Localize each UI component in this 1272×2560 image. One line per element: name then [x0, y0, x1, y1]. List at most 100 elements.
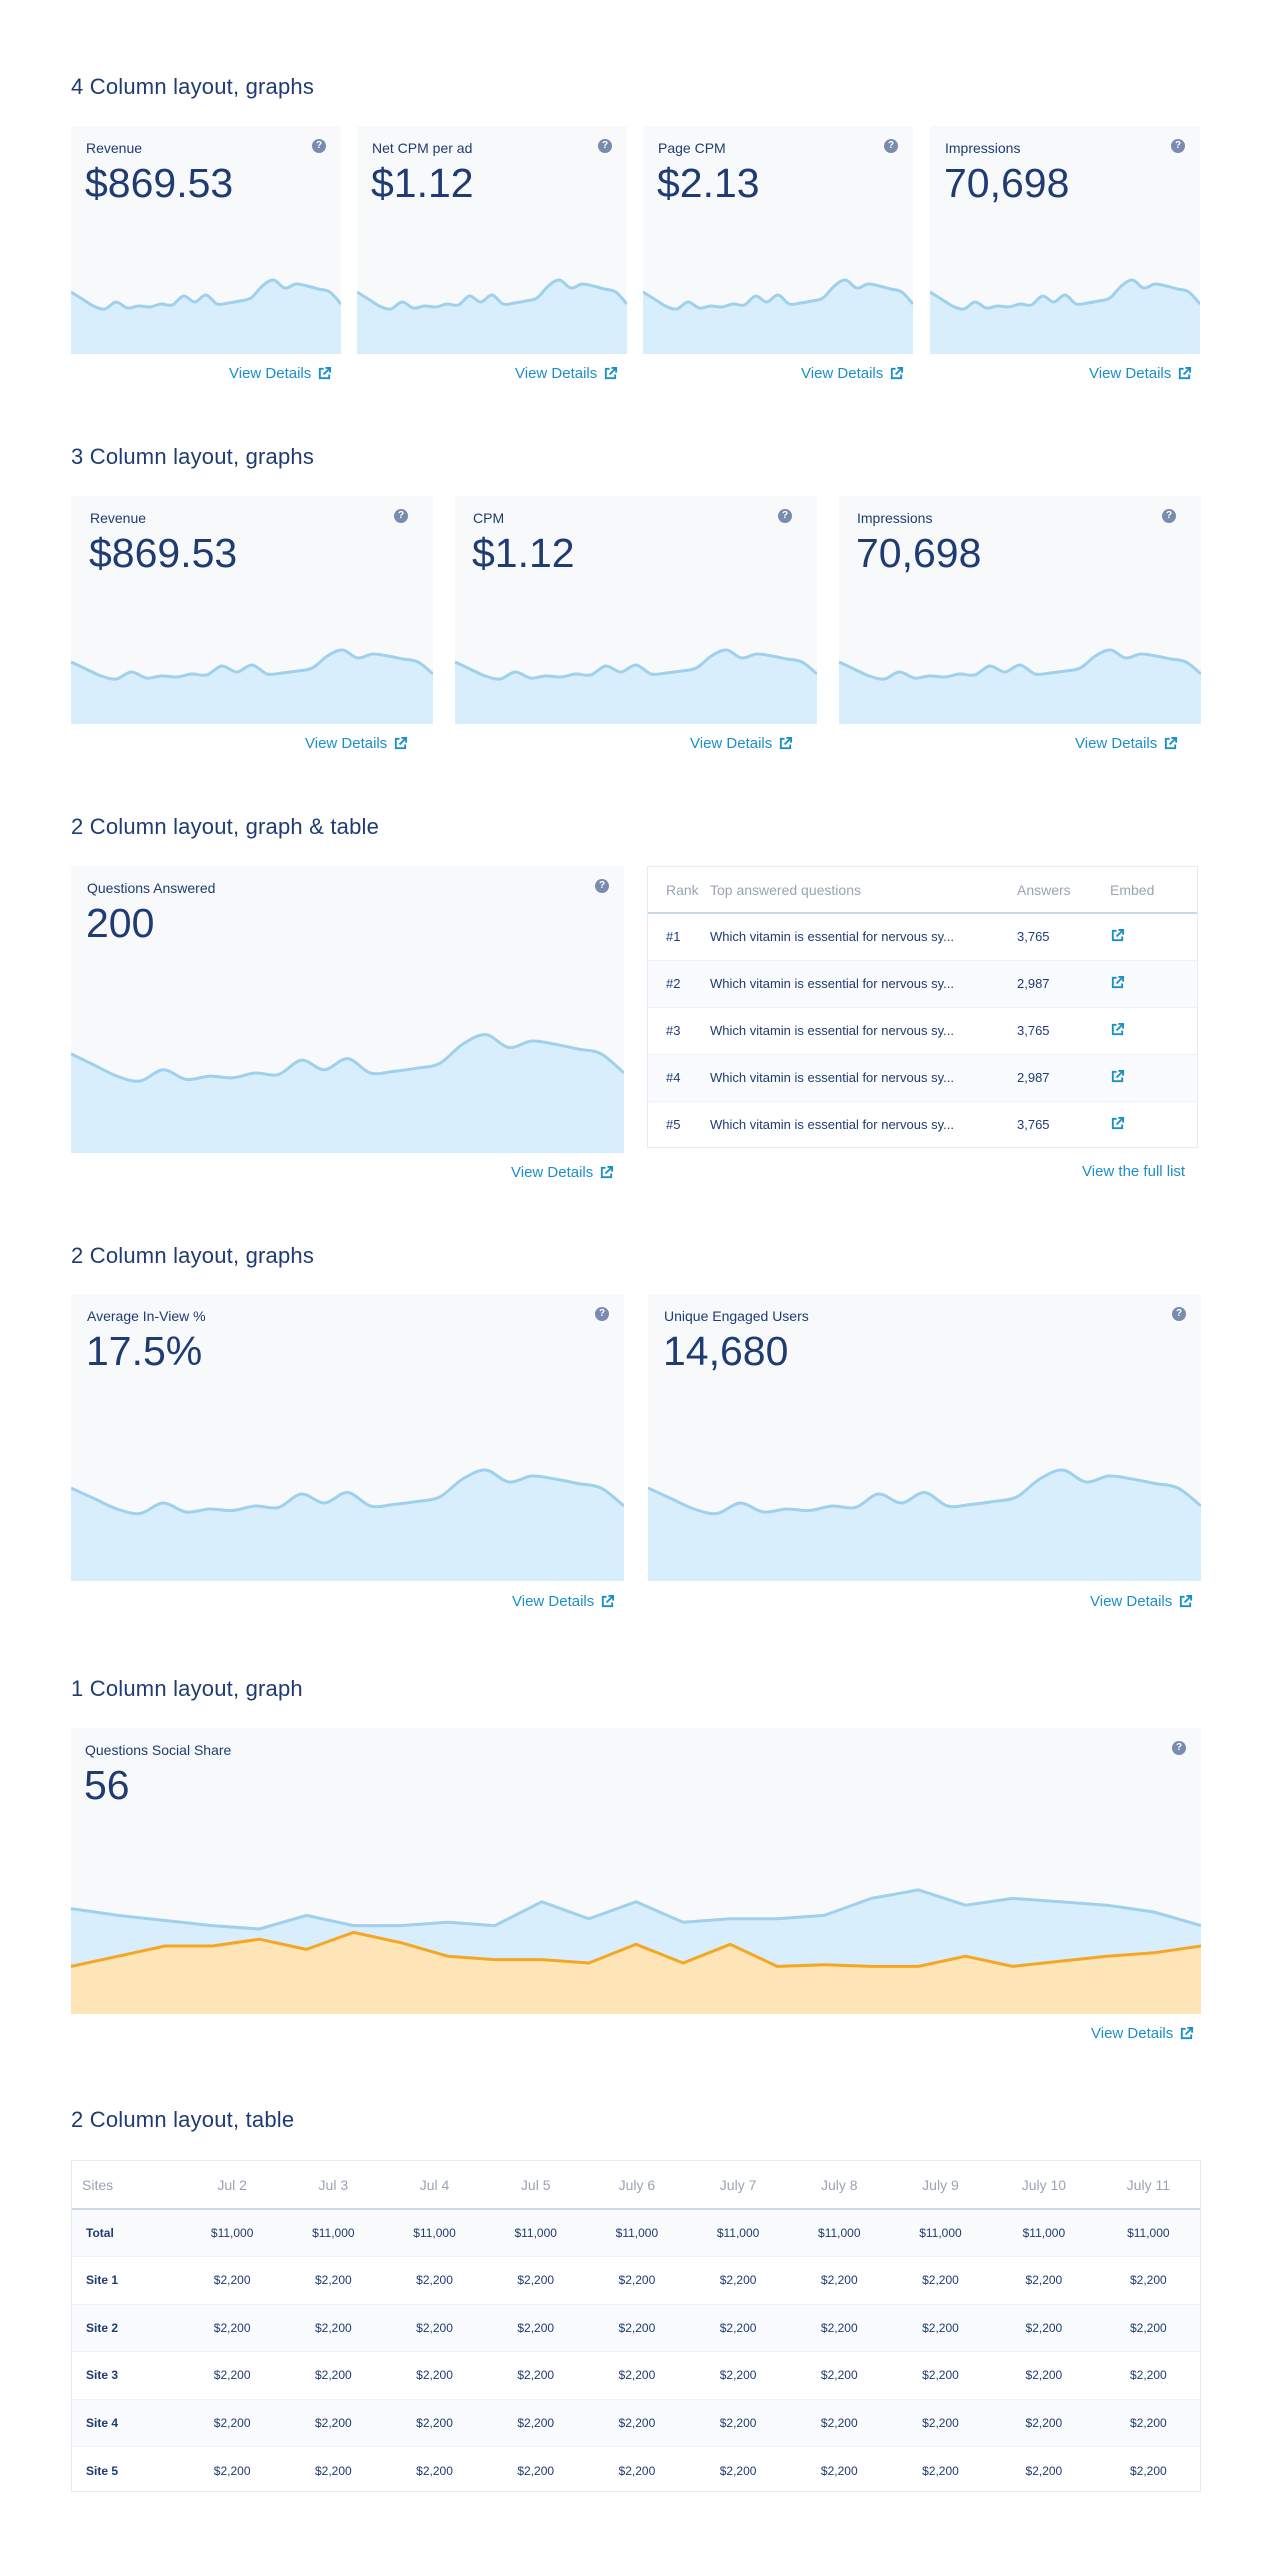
- column-header[interactable]: July 11: [1097, 2161, 1200, 2209]
- section-title-1-column: 1 Column layout, graph: [71, 1676, 303, 1702]
- column-header[interactable]: Jul 4: [384, 2161, 485, 2209]
- embed-icon[interactable]: [1110, 1116, 1125, 1131]
- view-details-link[interactable]: View Details: [511, 1164, 614, 1181]
- column-header[interactable]: Jul 3: [283, 2161, 384, 2209]
- value-cell: $11,000: [283, 2209, 384, 2257]
- value-cell: $2,200: [789, 2257, 890, 2305]
- column-header[interactable]: Sites: [72, 2161, 182, 2209]
- column-header[interactable]: Jul 2: [182, 2161, 283, 2209]
- value-cell: $2,200: [890, 2352, 991, 2400]
- card-label: CPM: [473, 510, 504, 526]
- sparkline-area: [71, 280, 341, 354]
- help-icon[interactable]: ?: [884, 139, 898, 153]
- view-details-link[interactable]: View Details: [690, 735, 793, 752]
- value-cell: $2,200: [586, 2304, 687, 2352]
- value-cell: $2,200: [688, 2399, 789, 2447]
- embed-cell[interactable]: [1110, 913, 1197, 960]
- sparkline-area: [839, 650, 1201, 724]
- help-icon[interactable]: ?: [312, 139, 326, 153]
- help-icon[interactable]: ?: [1171, 139, 1185, 153]
- view-details-link[interactable]: View Details: [1090, 1593, 1193, 1610]
- site-name-cell: Total: [72, 2209, 182, 2257]
- card-label: Average In-View %: [87, 1308, 206, 1324]
- sites-table: Sites Jul 2 Jul 3 Jul 4 Jul 5 July 6 July 7 Jul…: [71, 2160, 1201, 2492]
- external-link-icon: [1177, 366, 1192, 381]
- help-icon[interactable]: ?: [778, 509, 792, 523]
- column-header[interactable]: July 8: [789, 2161, 890, 2209]
- question-cell[interactable]: Which vitamin is essential for nervous s…: [710, 1101, 1017, 1148]
- embed-cell[interactable]: [1110, 1101, 1197, 1148]
- external-link-icon: [1179, 2026, 1194, 2041]
- value-cell: $2,200: [283, 2352, 384, 2400]
- help-icon[interactable]: ?: [1162, 509, 1176, 523]
- help-icon[interactable]: ?: [595, 1307, 609, 1321]
- column-header-embed[interactable]: Embed: [1110, 867, 1197, 913]
- column-header[interactable]: July 7: [688, 2161, 789, 2209]
- value-cell: $2,200: [688, 2352, 789, 2400]
- embed-cell[interactable]: [1110, 1054, 1197, 1101]
- sparkline-chart: [357, 254, 627, 354]
- answers-cell: 2,987: [1017, 960, 1110, 1007]
- embed-icon[interactable]: [1110, 975, 1125, 990]
- site-name-cell: Site 4: [72, 2399, 182, 2447]
- table-row: Total $11,000 $11,000 $11,000 $11,000 $11,000…: [72, 2209, 1200, 2257]
- view-full-list-link[interactable]: View the full list: [1082, 1163, 1185, 1180]
- help-icon[interactable]: ?: [1172, 1307, 1186, 1321]
- table-row: #4 Which vitamin is essential for nervous…: [648, 1054, 1197, 1101]
- value-cell: $2,200: [384, 2399, 485, 2447]
- view-details-link[interactable]: View Details: [512, 1593, 615, 1610]
- question-cell[interactable]: Which vitamin is essential for nervous s…: [710, 1007, 1017, 1054]
- value-cell: $2,200: [182, 2304, 283, 2352]
- value-cell: $2,200: [485, 2399, 586, 2447]
- value-cell: $2,200: [283, 2304, 384, 2352]
- value-cell: $2,200: [1097, 2352, 1200, 2400]
- column-header[interactable]: July 9: [890, 2161, 991, 2209]
- view-details-link[interactable]: View Details: [229, 365, 332, 382]
- value-cell: $2,200: [485, 2304, 586, 2352]
- help-icon[interactable]: ?: [598, 139, 612, 153]
- rank-cell: #2: [648, 960, 710, 1007]
- card-label: Revenue: [90, 510, 146, 526]
- view-details-link[interactable]: View Details: [1089, 365, 1192, 382]
- view-details-link[interactable]: View Details: [1091, 2025, 1194, 2042]
- answers-cell: 3,765: [1017, 913, 1110, 960]
- embed-icon[interactable]: [1110, 1022, 1125, 1037]
- view-details-link[interactable]: View Details: [515, 365, 618, 382]
- help-icon[interactable]: ?: [1172, 1741, 1186, 1755]
- column-header[interactable]: July 6: [586, 2161, 687, 2209]
- value-cell: $2,200: [688, 2447, 789, 2495]
- embed-icon[interactable]: [1110, 1069, 1125, 1084]
- value-cell: $2,200: [1097, 2447, 1200, 2495]
- external-link-icon: [600, 1594, 615, 1609]
- value-cell: $2,200: [1097, 2304, 1200, 2352]
- column-header[interactable]: Jul 5: [485, 2161, 586, 2209]
- section-title-4-column: 4 Column layout, graphs: [71, 74, 314, 100]
- sparkline-area: [648, 1470, 1201, 1581]
- page-cpm-card: Page CPM $2.13 ?: [643, 126, 913, 354]
- column-header-question[interactable]: Top answered questions: [710, 867, 1017, 913]
- question-cell[interactable]: Which vitamin is essential for nervous s…: [710, 960, 1017, 1007]
- question-cell[interactable]: Which vitamin is essential for nervous s…: [710, 913, 1017, 960]
- help-icon[interactable]: ?: [595, 879, 609, 893]
- sparkline-chart: [643, 254, 913, 354]
- column-header[interactable]: July 10: [991, 2161, 1097, 2209]
- question-cell[interactable]: Which vitamin is essential for nervous s…: [710, 1054, 1017, 1101]
- view-details-link[interactable]: View Details: [1075, 735, 1178, 752]
- card-value: $1.12: [371, 160, 474, 207]
- external-link-icon: [1163, 736, 1178, 751]
- help-icon[interactable]: ?: [394, 509, 408, 523]
- questions-answered-card: Questions Answered 200 ?: [71, 866, 624, 1153]
- table-row: #5 Which vitamin is essential for nervous…: [648, 1101, 1197, 1148]
- external-link-icon: [1178, 1594, 1193, 1609]
- questions-social-share-card: Questions Social Share 56 ?: [71, 1728, 1201, 2014]
- column-header-answers[interactable]: Answers: [1017, 867, 1110, 913]
- view-details-link[interactable]: View Details: [305, 735, 408, 752]
- table-row: Site 3 $2,200 $2,200 $2,200 $2,200 $2,200 $2,2…: [72, 2352, 1200, 2400]
- embed-cell[interactable]: [1110, 960, 1197, 1007]
- embed-icon[interactable]: [1110, 928, 1125, 943]
- value-cell: $2,200: [1097, 2257, 1200, 2305]
- embed-cell[interactable]: [1110, 1007, 1197, 1054]
- column-header-rank[interactable]: Rank: [648, 867, 710, 913]
- view-details-link[interactable]: View Details: [801, 365, 904, 382]
- external-link-icon: [317, 366, 332, 381]
